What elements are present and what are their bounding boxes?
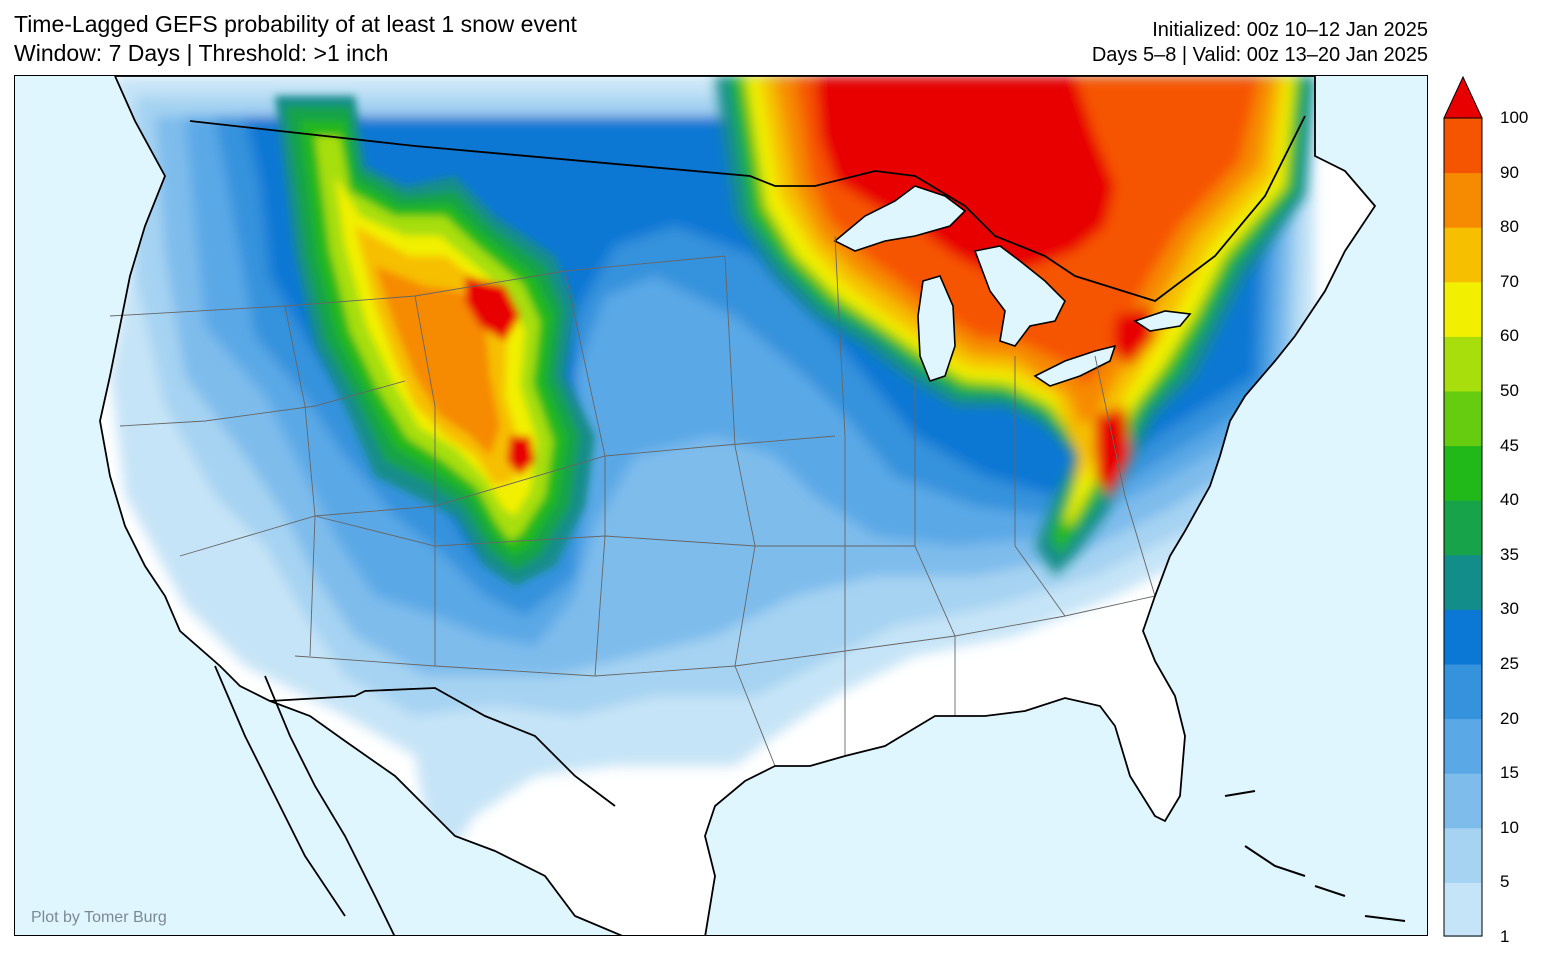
snow-probability-map — [15, 76, 1427, 935]
colorbar-tick-label: 10 — [1500, 817, 1519, 837]
state-borders — [109, 235, 1156, 767]
colorbar-tick-label: 45 — [1500, 435, 1519, 455]
colorbar-tick-label: 5 — [1500, 872, 1510, 892]
title-line-2: Window: 7 Days | Threshold: >1 inch — [14, 40, 389, 66]
colorbar-tick-label: 70 — [1500, 271, 1519, 291]
colorbar-bin-30 — [1444, 554, 1482, 610]
plot-credit: Plot by Tomer Burg — [31, 909, 167, 926]
colorbar-tick-label: 35 — [1500, 544, 1519, 564]
colorbar-bin-5 — [1444, 827, 1482, 883]
colorbar-tick-label: 40 — [1500, 490, 1519, 510]
colorbar-bin-25 — [1444, 609, 1482, 665]
colorbar-tick-label: 1 — [1500, 927, 1510, 946]
coastline — [99, 76, 1377, 935]
colorbar-extend-arrow — [1443, 75, 1483, 119]
colorbar-tick-label: 80 — [1500, 217, 1519, 237]
title-line-1: Time-Lagged GEFS probability of at least… — [14, 11, 577, 37]
colorbar-tick-label: 15 — [1500, 763, 1519, 783]
caribbean-islands — [1224, 790, 1406, 922]
lake-ontario — [1133, 310, 1192, 332]
colorbar-tick-label: 30 — [1500, 599, 1519, 619]
colorbar-bin-70 — [1444, 227, 1482, 283]
initialized-text: Initialized: 00z 10–12 Jan 2025 — [1152, 19, 1428, 41]
colorbar-bin-40 — [1444, 445, 1482, 501]
colorbar-tick-label: 100 — [1500, 108, 1529, 127]
colorbar-bin-10 — [1444, 773, 1482, 829]
lake-huron — [973, 245, 1066, 347]
colorbar-tick-label: 20 — [1500, 708, 1519, 728]
colorbar-bin-50 — [1444, 336, 1482, 392]
map-title: Time-Lagged GEFS probability of at least… — [14, 10, 577, 68]
colorbar-tick-label: 50 — [1500, 381, 1519, 400]
colorbar-tick-label: 60 — [1500, 326, 1519, 346]
lake-michigan — [917, 275, 956, 382]
lake-superior — [833, 185, 967, 252]
colorbar-bin-1 — [1444, 882, 1482, 937]
colorbar-bin-20 — [1444, 664, 1482, 720]
colorbar-bin-90 — [1444, 118, 1482, 174]
colorbar-tick-label: 90 — [1500, 162, 1519, 182]
map-panel: Plot by Tomer Burg — [14, 75, 1428, 936]
colorbar-bin-35 — [1444, 500, 1482, 556]
colorbar-bin-60 — [1444, 281, 1482, 337]
colorbar-bin-15 — [1444, 718, 1482, 774]
valid-text: Days 5–8 | Valid: 00z 13–20 Jan 2025 — [1091, 44, 1428, 66]
colorbar — [1443, 75, 1483, 937]
run-info: Initialized: 00z 10–12 Jan 2025 Days 5–8… — [1092, 18, 1428, 68]
colorbar-tick-label: 25 — [1500, 654, 1519, 673]
great-lakes — [833, 185, 1192, 387]
colorbar-bin-45 — [1444, 391, 1482, 447]
colorbar-bin-80 — [1444, 172, 1482, 228]
